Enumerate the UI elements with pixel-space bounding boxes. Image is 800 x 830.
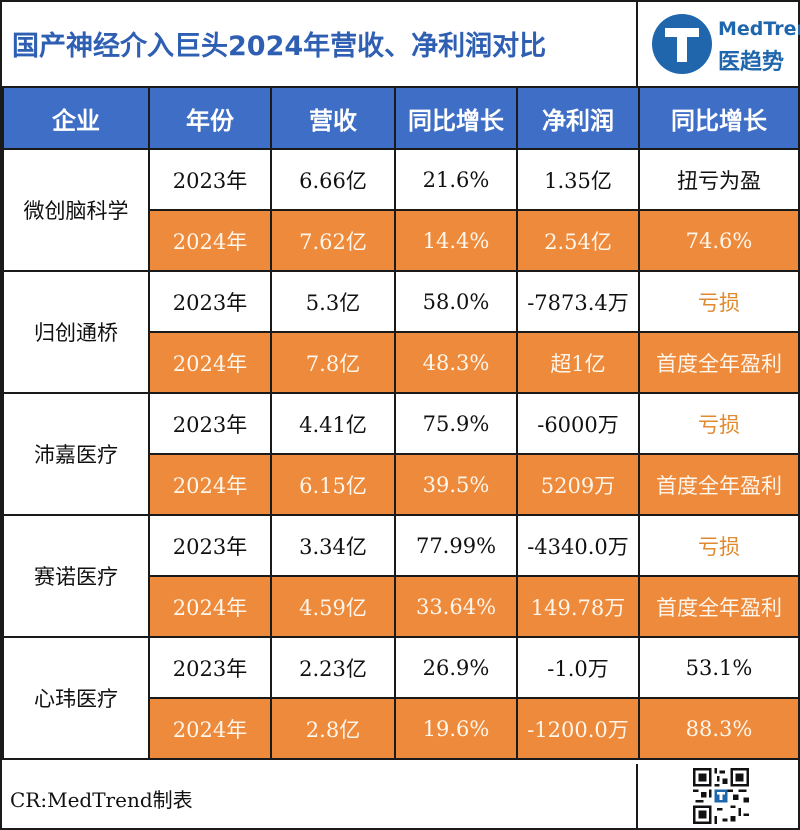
year-cell: 2024年 bbox=[148, 209, 272, 272]
net-profit-cell: 5209万 bbox=[516, 453, 640, 516]
profit-growth-cell: 亏损 bbox=[638, 514, 800, 577]
table-row: 心玮医疗 2023年 2.23亿 26.9% -1.0万 53.1% bbox=[2, 636, 800, 760]
revenue-growth-cell: 58.0% bbox=[394, 270, 518, 333]
credit-text: CR:MedTrend制表 bbox=[10, 788, 193, 812]
logo-area: MedTrend 医趋势 bbox=[636, 2, 800, 86]
table-row: 归创通桥 2023年 5.3亿 58.0% -7873.4万 亏损 bbox=[2, 270, 800, 394]
revenue-growth-cell: 77.99% bbox=[394, 514, 518, 577]
revenue-cell: 4.41亿 bbox=[270, 392, 396, 455]
table-row: 2024年 7.62亿 14.4% 2.54亿 74.6% bbox=[3, 209, 800, 272]
net-profit-cell: -1.0万 bbox=[516, 636, 640, 699]
qr-code-icon bbox=[693, 768, 749, 824]
column-header-revenue: 营收 bbox=[270, 86, 396, 150]
profit-growth-cell: 88.3% bbox=[638, 697, 800, 760]
year-cell: 2024年 bbox=[148, 453, 272, 516]
revenue-growth-cell: 19.6% bbox=[394, 697, 518, 760]
net-profit-cell: -7873.4万 bbox=[516, 270, 640, 333]
year-cell: 2024年 bbox=[148, 331, 272, 394]
revenue-cell: 7.62亿 bbox=[270, 209, 396, 272]
table-row: 2024年 6.15亿 39.5% 5209万 首度全年盈利 bbox=[3, 453, 800, 516]
revenue-growth-cell: 33.64% bbox=[394, 575, 518, 638]
medtrend-t-logo-icon bbox=[652, 14, 712, 74]
table-row: 赛诺医疗 2023年 3.34亿 77.99% -4340.0万 亏损 bbox=[2, 514, 800, 638]
brand-name-cn: 医趋势 bbox=[718, 50, 785, 75]
revenue-growth-cell: 26.9% bbox=[394, 636, 518, 699]
year-cell: 2024年 bbox=[148, 697, 272, 760]
profit-growth-cell: 亏损 bbox=[638, 270, 800, 333]
table-row: 微创脑科学 2023年 6.66亿 21.6% 1.35亿 扭亏为盈 bbox=[2, 148, 800, 272]
revenue-cell: 4.59亿 bbox=[270, 575, 396, 638]
revenue-cell: 7.8亿 bbox=[270, 331, 396, 394]
revenue-cell: 3.34亿 bbox=[270, 514, 396, 577]
column-header-company: 企业 bbox=[2, 86, 150, 150]
revenue-cell: 2.23亿 bbox=[270, 636, 396, 699]
revenue-cell: 6.66亿 bbox=[270, 148, 396, 211]
company-name: 沛嘉医疗 bbox=[2, 392, 150, 516]
column-header-year: 年份 bbox=[148, 86, 272, 150]
profit-growth-cell: 53.1% bbox=[638, 636, 800, 699]
net-profit-cell: 149.78万 bbox=[516, 575, 640, 638]
year-cell: 2023年 bbox=[148, 270, 272, 333]
revenue-cell: 6.15亿 bbox=[270, 453, 396, 516]
company-name: 赛诺医疗 bbox=[2, 514, 150, 638]
net-profit-cell: 超1亿 bbox=[516, 331, 640, 394]
column-header-net-profit: 净利润 bbox=[516, 86, 640, 150]
year-cell: 2023年 bbox=[148, 636, 272, 699]
header: 国产神经介入巨头2024年营收、净利润对比 MedTrend 医趋势 bbox=[2, 2, 800, 86]
comparison-table: 企业 年份 营收 同比增长 净利润 同比增长 微创脑科学 2023年 6.66亿… bbox=[2, 86, 800, 760]
year-cell: 2023年 bbox=[148, 148, 272, 211]
revenue-growth-cell: 75.9% bbox=[394, 392, 518, 455]
profit-growth-cell: 首度全年盈利 bbox=[638, 453, 800, 516]
profit-growth-cell: 扭亏为盈 bbox=[638, 148, 800, 211]
table-row: 2024年 2.8亿 19.6% -1200.0万 88.3% bbox=[3, 697, 800, 760]
profit-growth-cell: 74.6% bbox=[638, 209, 800, 272]
revenue-growth-cell: 14.4% bbox=[394, 209, 518, 272]
page-title: 国产神经介入巨头2024年营收、净利润对比 bbox=[12, 31, 547, 62]
company-name: 归创通桥 bbox=[2, 270, 150, 394]
table-header-row: 企业 年份 营收 同比增长 净利润 同比增长 bbox=[2, 86, 800, 150]
table-row: 2024年 4.59亿 33.64% 149.78万 首度全年盈利 bbox=[3, 575, 800, 638]
revenue-growth-cell: 48.3% bbox=[394, 331, 518, 394]
footer: CR:MedTrend制表 bbox=[2, 764, 798, 828]
qr-area bbox=[636, 764, 798, 828]
company-name: 微创脑科学 bbox=[2, 148, 150, 272]
year-cell: 2023年 bbox=[148, 392, 272, 455]
year-cell: 2023年 bbox=[148, 514, 272, 577]
net-profit-cell: -6000万 bbox=[516, 392, 640, 455]
net-profit-cell: -4340.0万 bbox=[516, 514, 640, 577]
year-cell: 2024年 bbox=[148, 575, 272, 638]
revenue-cell: 2.8亿 bbox=[270, 697, 396, 760]
column-header-profit-growth: 同比增长 bbox=[638, 86, 800, 150]
revenue-growth-cell: 21.6% bbox=[394, 148, 518, 211]
profit-growth-cell: 首度全年盈利 bbox=[638, 331, 800, 394]
profit-growth-cell: 首度全年盈利 bbox=[638, 575, 800, 638]
net-profit-cell: 2.54亿 bbox=[516, 209, 640, 272]
revenue-cell: 5.3亿 bbox=[270, 270, 396, 333]
revenue-growth-cell: 39.5% bbox=[394, 453, 518, 516]
net-profit-cell: 1.35亿 bbox=[516, 148, 640, 211]
column-header-revenue-growth: 同比增长 bbox=[394, 86, 518, 150]
company-name: 心玮医疗 bbox=[2, 636, 150, 760]
net-profit-cell: -1200.0万 bbox=[516, 697, 640, 760]
brand-name-en: MedTrend bbox=[718, 18, 800, 40]
table-row: 沛嘉医疗 2023年 4.41亿 75.9% -6000万 亏损 bbox=[2, 392, 800, 516]
profit-growth-cell: 亏损 bbox=[638, 392, 800, 455]
table-row: 2024年 7.8亿 48.3% 超1亿 首度全年盈利 bbox=[3, 331, 800, 394]
